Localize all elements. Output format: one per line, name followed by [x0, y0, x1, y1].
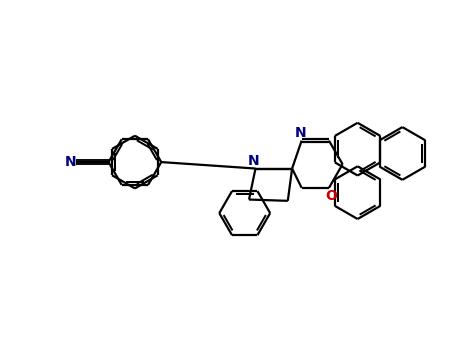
Text: O: O: [325, 189, 337, 203]
Text: N: N: [248, 154, 259, 168]
Text: N: N: [65, 155, 76, 169]
Text: N: N: [295, 126, 307, 140]
